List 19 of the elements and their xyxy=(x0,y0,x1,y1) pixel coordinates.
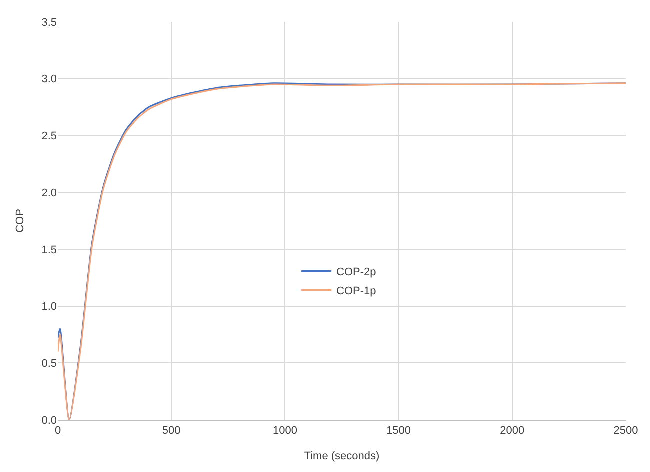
y-tick-label: 3.5 xyxy=(42,16,57,29)
y-axis-title: COP xyxy=(14,209,26,233)
y-tick-label: 0.5 xyxy=(42,358,57,370)
x-tick-label: 2000 xyxy=(500,425,525,438)
x-tick-label: 2500 xyxy=(614,425,638,438)
x-tick-label: 0 xyxy=(54,425,62,438)
x-axis-title: Time (seconds) xyxy=(304,450,380,462)
y-tick-label: 0.0 xyxy=(42,414,57,427)
y-tick-label: 2.5 xyxy=(42,130,57,143)
x-tick-label: 1500 xyxy=(386,425,412,438)
y-tick-label: 1.0 xyxy=(42,301,57,314)
legend-label: COP-2p xyxy=(336,266,376,278)
y-tick-label: 2.0 xyxy=(42,187,57,200)
x-tick-label: 1000 xyxy=(272,425,298,438)
y-tick-label: 1.5 xyxy=(42,244,57,256)
y-tick-label: 3.0 xyxy=(42,74,57,86)
line-series xyxy=(58,82,626,420)
x-tick-label: 500 xyxy=(162,425,181,438)
legend-label: COP-1p xyxy=(336,285,376,298)
